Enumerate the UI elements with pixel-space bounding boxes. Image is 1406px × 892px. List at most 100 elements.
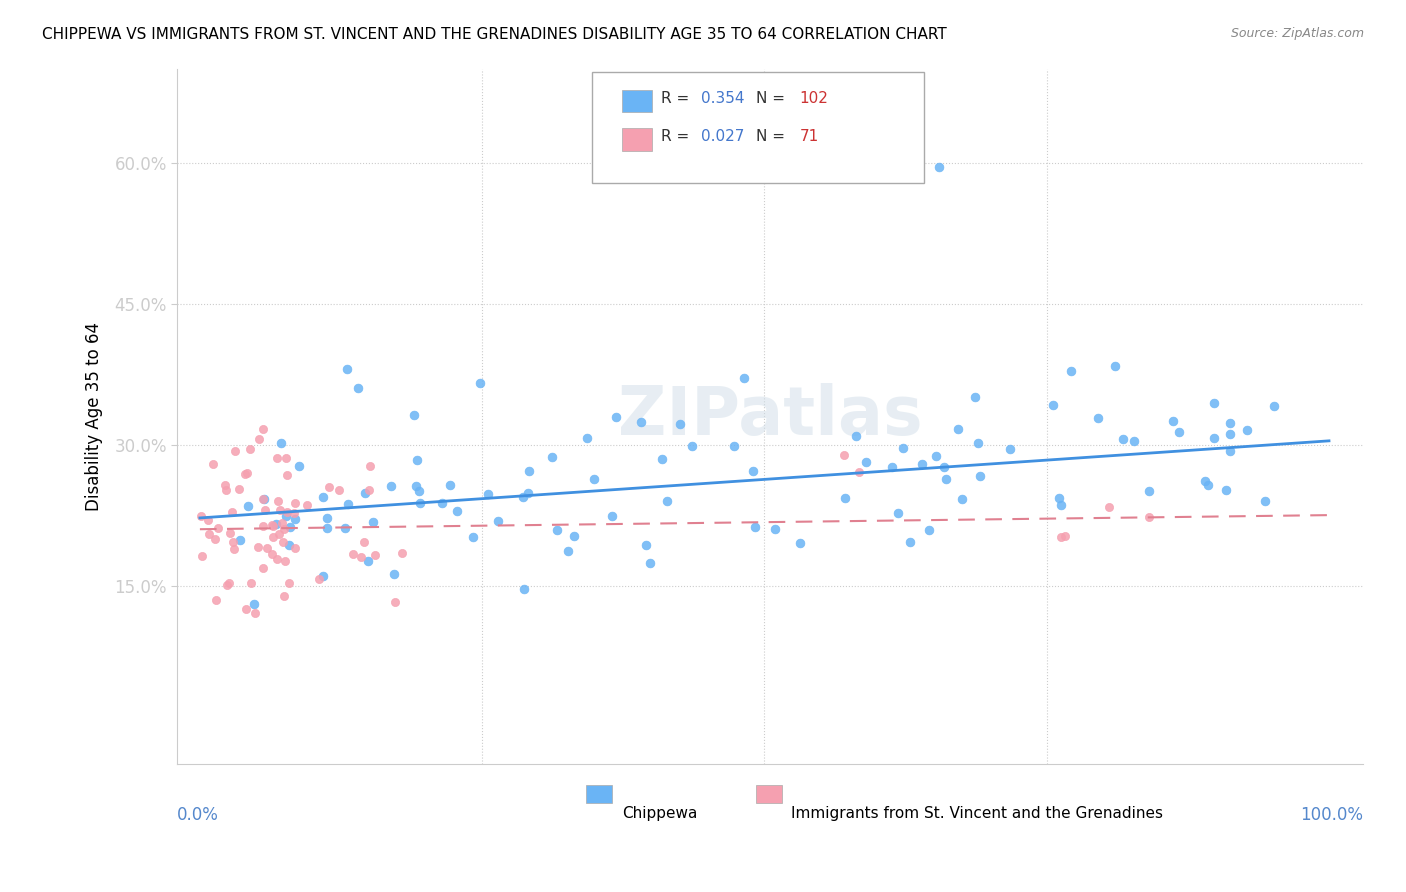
Point (312, 569, 335, 583)
Point (470, 376, 492, 390)
Point (1263, 399, 1285, 413)
FancyBboxPatch shape (756, 785, 782, 803)
Point (201, 457, 224, 471)
Point (1219, 416, 1241, 430)
FancyBboxPatch shape (621, 90, 651, 112)
Point (350, 550, 373, 565)
Point (575, 431, 598, 445)
Point (357, 554, 380, 568)
Point (887, 506, 910, 520)
Text: Source: ZipAtlas.com: Source: ZipAtlas.com (1230, 27, 1364, 40)
Point (197, 513, 219, 527)
Point (284, 541, 307, 555)
Point (347, 381, 370, 395)
Text: Chippewa: Chippewa (621, 806, 697, 821)
Point (723, 439, 745, 453)
Point (308, 573, 330, 587)
Point (380, 479, 402, 493)
Point (630, 415, 652, 429)
Point (224, 443, 246, 458)
Point (1047, 491, 1070, 505)
Point (274, 554, 297, 568)
Point (519, 464, 541, 478)
Point (605, 409, 627, 424)
Point (1060, 364, 1083, 378)
Point (256, 541, 278, 555)
Point (882, 460, 904, 475)
Point (335, 521, 357, 535)
FancyBboxPatch shape (592, 72, 924, 184)
Point (215, 483, 238, 498)
Point (1098, 500, 1121, 514)
Point (855, 455, 877, 469)
Point (1219, 444, 1241, 458)
Point (848, 465, 870, 479)
Point (311, 490, 333, 504)
Point (278, 520, 301, 534)
Point (1054, 529, 1077, 543)
Point (273, 522, 295, 536)
Point (1137, 509, 1160, 524)
Point (247, 432, 270, 446)
Point (845, 429, 868, 443)
Point (284, 512, 307, 526)
Point (546, 524, 568, 538)
Point (432, 496, 454, 510)
Point (252, 492, 274, 507)
Point (262, 530, 284, 544)
Point (315, 521, 337, 535)
Point (557, 544, 579, 558)
Point (219, 526, 242, 541)
Point (336, 496, 359, 510)
Text: ZIPatlas: ZIPatlas (617, 384, 922, 450)
Point (486, 514, 509, 528)
Point (274, 450, 297, 465)
Point (266, 516, 288, 531)
FancyBboxPatch shape (621, 128, 651, 151)
Text: 71: 71 (800, 128, 818, 144)
Point (271, 535, 294, 549)
Point (269, 502, 291, 516)
Point (260, 518, 283, 533)
Point (1202, 431, 1225, 445)
Point (278, 576, 301, 591)
Text: Immigrants from St. Vincent and the Grenadines: Immigrants from St. Vincent and the Gren… (792, 806, 1163, 821)
Point (262, 518, 284, 533)
Point (1112, 432, 1135, 446)
Point (439, 478, 461, 492)
Point (404, 408, 426, 422)
Point (384, 595, 406, 609)
Point (271, 516, 294, 530)
Point (229, 533, 252, 547)
Point (361, 515, 384, 529)
Point (965, 390, 987, 404)
Point (517, 485, 540, 500)
Point (245, 606, 267, 620)
Point (733, 371, 755, 385)
Point (512, 582, 534, 597)
Point (634, 538, 657, 552)
Point (276, 467, 298, 482)
Point (925, 449, 948, 463)
Point (1050, 498, 1073, 512)
Text: R =: R = (661, 128, 695, 144)
Point (898, 535, 921, 549)
Point (287, 458, 309, 473)
Point (969, 469, 991, 483)
Point (336, 362, 359, 376)
Point (357, 483, 380, 497)
Point (204, 532, 226, 546)
Point (239, 442, 262, 457)
Point (190, 508, 212, 523)
Point (763, 522, 786, 536)
Point (463, 530, 485, 544)
Point (391, 546, 413, 560)
Text: 100.0%: 100.0% (1301, 806, 1362, 824)
Point (1104, 359, 1126, 374)
Point (405, 479, 427, 493)
Point (834, 491, 856, 505)
Point (911, 457, 934, 471)
Point (1137, 484, 1160, 499)
Point (252, 519, 274, 533)
Point (235, 602, 257, 616)
